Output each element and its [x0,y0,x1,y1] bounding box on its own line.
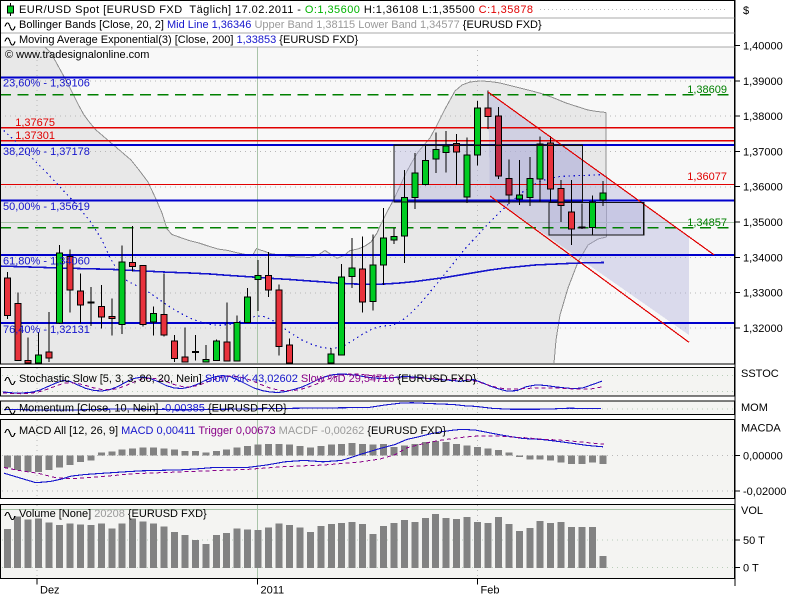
svg-text:1,37000: 1,37000 [743,146,783,158]
svg-text:MOM: MOM [741,402,768,414]
svg-text:0,00000: 0,00000 [743,451,783,463]
svg-text:1,32000: 1,32000 [743,323,783,335]
svg-text:76,40% - 1,32131: 76,40% - 1,32131 [3,324,90,336]
svg-text:© www.tradesignalonline.com: © www.tradesignalonline.com [5,49,149,61]
svg-text:EUR/USD Spot [EURUSD FXD Tägl: EUR/USD Spot [EURUSD FXD Täglich] 17.02.… [19,4,533,16]
svg-text:38,20% - 1,37178: 38,20% - 1,37178 [3,146,90,158]
svg-text:61,80% - 1,34060: 61,80% - 1,34060 [3,256,90,268]
svg-text:0 T: 0 T [743,562,759,574]
svg-text:VOL: VOL [741,505,763,517]
svg-text:MACDA: MACDA [741,423,781,435]
svg-text:Momentum [Close, 10, Nein] -0,: Momentum [Close, 10, Nein] -0,00385 {EUR… [19,403,287,415]
svg-text:23,60% - 1,39106: 23,60% - 1,39106 [3,78,90,90]
svg-text:50 T: 50 T [743,535,765,547]
svg-text:1,34000: 1,34000 [743,252,783,264]
svg-text:1,39000: 1,39000 [743,76,783,88]
svg-text:-0,02000: -0,02000 [743,486,786,498]
svg-text:1,36077: 1,36077 [687,171,727,183]
svg-text:1,37675: 1,37675 [15,117,55,129]
svg-text:Volume [None] 20208 {EURUSD FX: Volume [None] 20208 {EURUSD FXD} [19,508,207,520]
svg-text:MACD All [12, 26, 9] MACD 0,00: MACD All [12, 26, 9] MACD 0,00411 Trigge… [19,425,447,437]
svg-text:1,33000: 1,33000 [743,288,783,300]
svg-text:1,35000: 1,35000 [743,217,783,229]
svg-text:1,34857: 1,34857 [687,217,727,229]
svg-text:Feb: Feb [481,585,500,597]
svg-text:Moving Average Exponential(3): Moving Average Exponential(3) [Close, 20… [19,34,358,46]
svg-text:Stochastic Slow [5, 3, 3, 80,: Stochastic Slow [5, 3, 3, 80, 20, Nein] … [19,373,477,385]
svg-text:1,38609: 1,38609 [687,84,727,96]
svg-text:Bollinger Bands [Close, 20, 2]: Bollinger Bands [Close, 20, 2] Mid Line … [19,19,542,31]
svg-text:1,36000: 1,36000 [743,182,783,194]
svg-text:1,40000: 1,40000 [743,41,783,53]
svg-text:Dez: Dez [40,585,60,597]
svg-text:50,00% - 1,35619: 50,00% - 1,35619 [3,201,90,213]
svg-text:1,37301: 1,37301 [15,130,55,142]
svg-text:2011: 2011 [261,585,285,597]
svg-text:$: $ [743,5,749,17]
svg-text:SSTOC: SSTOC [741,368,779,380]
svg-text:1,38000: 1,38000 [743,111,783,123]
